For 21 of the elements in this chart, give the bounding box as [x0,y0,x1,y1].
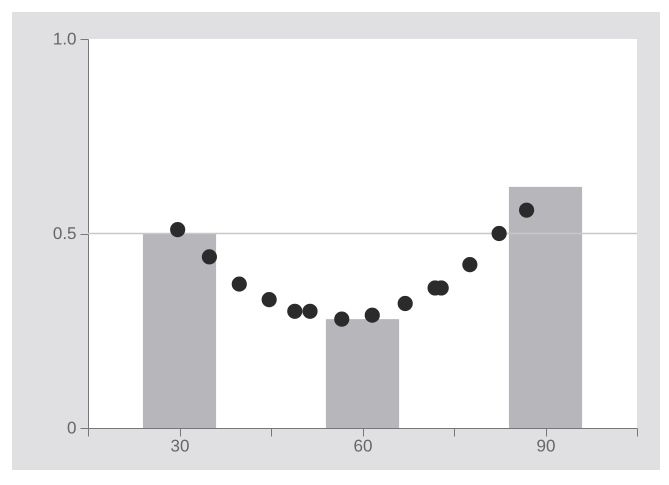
point [364,308,380,323]
point [462,257,478,272]
bar [326,319,400,428]
y-tick-label: 0 [67,418,76,438]
point [302,304,318,319]
point [334,312,350,327]
point [232,276,247,292]
bar [508,186,582,428]
y-tick-label: 1.0 [52,30,76,48]
point [492,226,507,242]
point [202,249,217,264]
x-tick-label: 90 [536,436,556,456]
x-tick-label: 30 [170,436,190,456]
point [287,304,302,319]
point [170,222,186,238]
point [398,296,413,312]
point [519,202,534,218]
x-tick-label: 60 [354,436,372,456]
bar [142,234,216,428]
point [262,292,277,308]
y-tick-label: 0.5 [52,224,76,243]
